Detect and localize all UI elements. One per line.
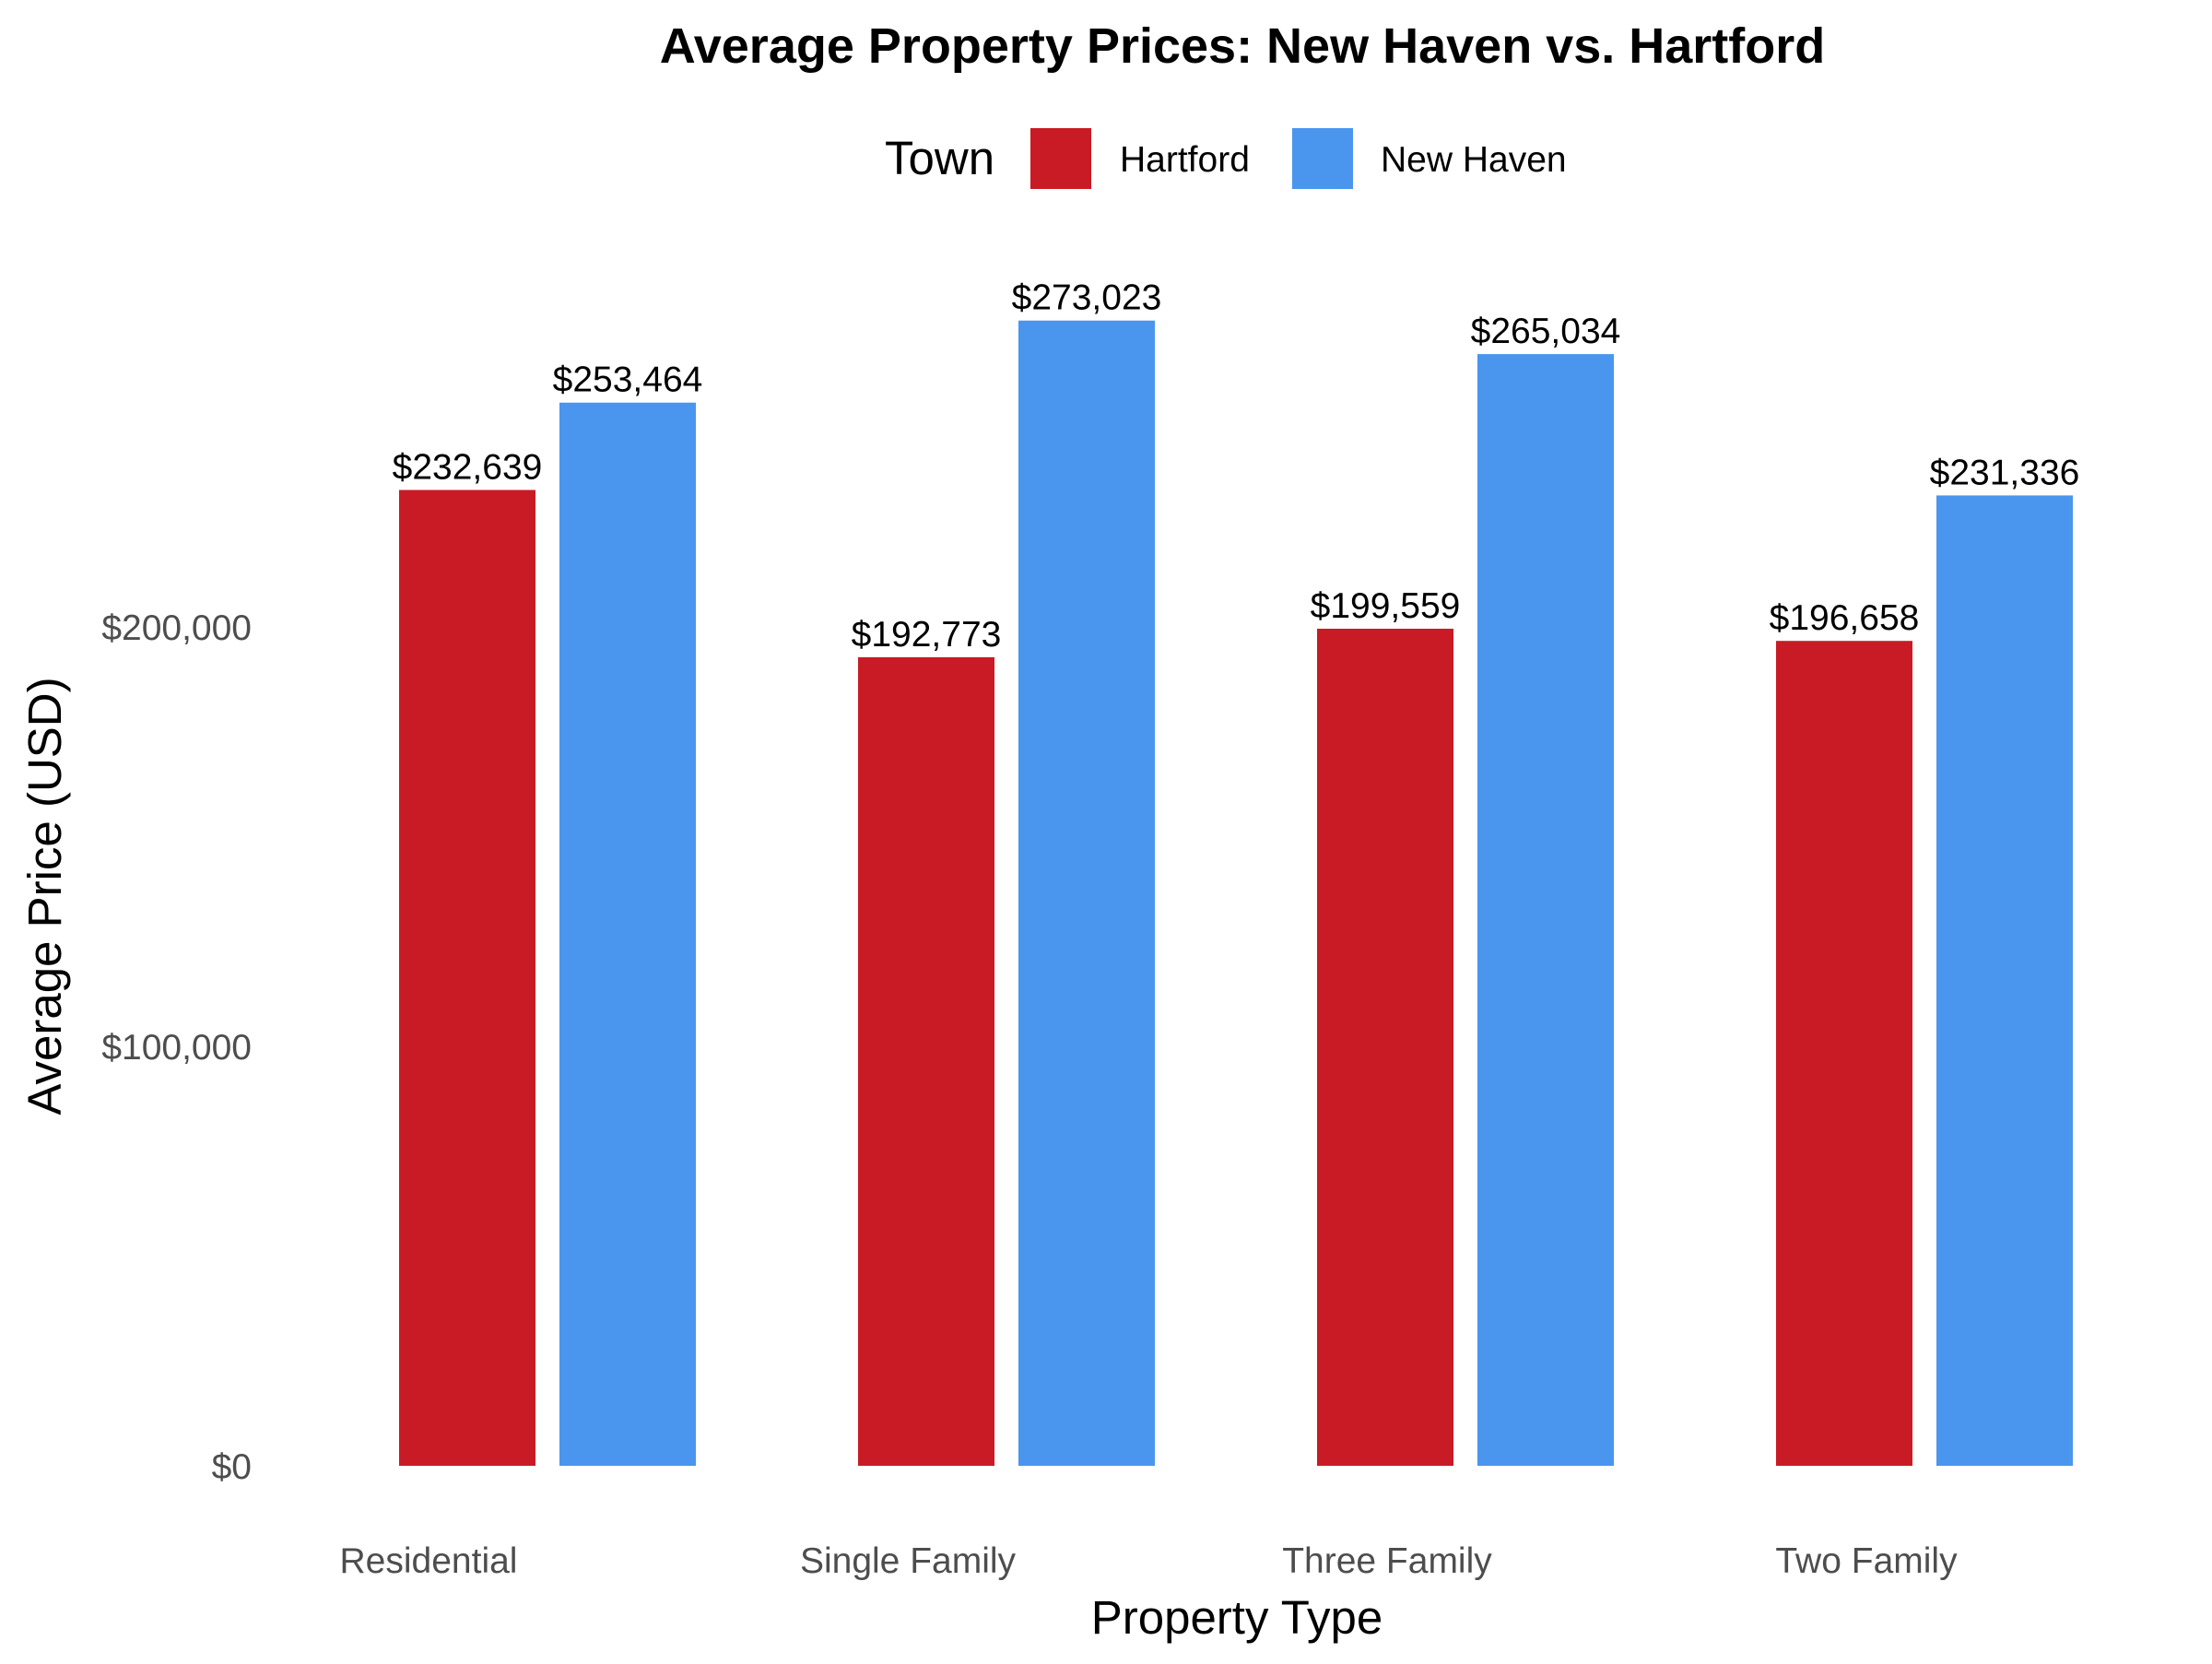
legend-label-hartford: Hartford: [1120, 140, 1250, 180]
y-axis-title: Average Price (USD): [18, 677, 71, 1115]
y-tick-label: $0: [212, 1447, 252, 1487]
chart-title: Average Property Prices: New Haven vs. H…: [660, 18, 1826, 74]
bar-hartford-residential: [399, 490, 535, 1466]
y-tick-label: $200,000: [101, 608, 252, 648]
bar-hartford-three-family: [1317, 629, 1453, 1466]
x-tick-label: Residential: [340, 1541, 518, 1581]
x-tick-label: Three Family: [1282, 1541, 1492, 1581]
legend-label-new-haven: New Haven: [1381, 140, 1567, 180]
data-label: $196,658: [1770, 598, 1920, 638]
bar-new-haven-two-family: [1936, 495, 2073, 1467]
bar-new-haven-single-family: [1018, 320, 1155, 1466]
data-label: $192,773: [852, 615, 1002, 655]
x-axis-title: Property Type: [1091, 1591, 1383, 1644]
data-label: $232,639: [393, 447, 543, 487]
legend-key-hartford: [1030, 128, 1091, 189]
data-label: $273,023: [1012, 278, 1162, 318]
legend-title: Town: [885, 132, 994, 184]
x-tick-label: Two Family: [1775, 1541, 1958, 1581]
bar-hartford-single-family: [858, 656, 994, 1466]
legend-key-new-haven: [1292, 128, 1353, 189]
data-label: $265,034: [1471, 312, 1621, 351]
y-tick-label: $100,000: [101, 1028, 252, 1068]
data-label: $231,336: [1930, 453, 2080, 492]
bar-new-haven-three-family: [1477, 354, 1614, 1466]
bar-new-haven-residential: [559, 402, 696, 1467]
x-tick-label: Single Family: [800, 1541, 1017, 1581]
bar-hartford-two-family: [1776, 641, 1912, 1466]
data-label: $253,464: [553, 360, 703, 400]
data-label: $199,559: [1311, 586, 1461, 626]
